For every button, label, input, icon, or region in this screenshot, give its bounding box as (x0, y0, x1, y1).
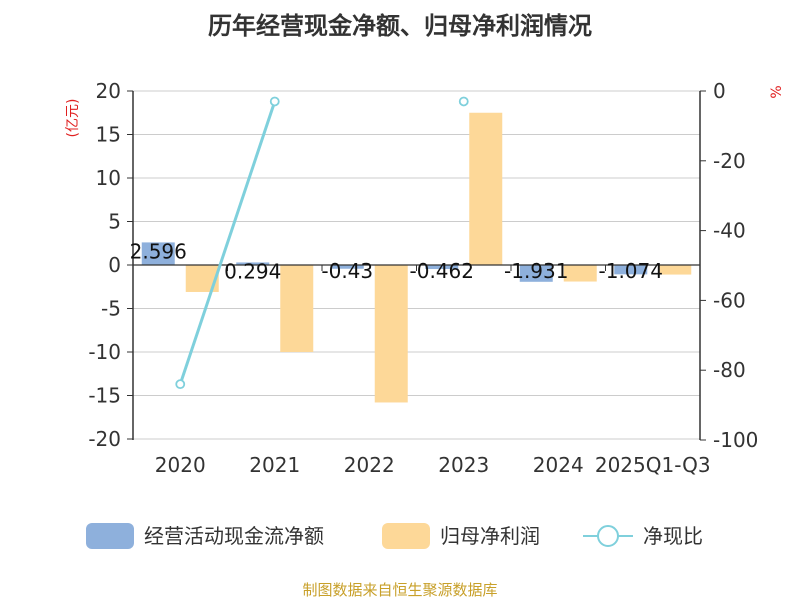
cash-flow-bar (236, 262, 270, 265)
ratio-point (458, 96, 469, 107)
left-tick-label: 15 (96, 123, 121, 147)
left-tick-label: -20 (88, 427, 121, 451)
legend-marker (597, 525, 619, 547)
net-profit-bar (374, 265, 408, 403)
right-tick-label: -40 (713, 219, 746, 243)
cash-flow-bar (425, 265, 459, 270)
right-tick-label: -100 (713, 428, 758, 452)
source-note: 制图数据来自恒生聚源数据库 (302, 581, 497, 599)
legend: 经营活动现金流净额 归母净利润 净现比 (86, 523, 703, 549)
right-tick-label: -80 (713, 358, 746, 382)
left-tick-label: 10 (96, 166, 121, 190)
right-tick-label: -20 (713, 149, 746, 173)
right-tick-label: 0 (713, 79, 726, 103)
left-tick-label: 5 (108, 210, 121, 234)
legend-swatch (86, 523, 134, 549)
legend-swatch (382, 523, 430, 549)
net-profit-bar (469, 112, 503, 265)
ratio-line (175, 96, 469, 390)
left-tick-label: -10 (88, 340, 121, 364)
cash-flow-label: 2.596 (130, 239, 187, 263)
cash-flow-label: -1.074 (599, 259, 663, 283)
axes: 20 15 10 5 0 -5 -10 -15 -20 0 -20 -40 -60 -80 -100 2020… (88, 79, 758, 477)
cash-flow-label: -1.931 (504, 259, 568, 283)
cash-flow-label: 0.294 (224, 259, 281, 283)
cash-flow-label: -0.462 (410, 259, 474, 283)
x-tick-label: 2021 (249, 453, 300, 477)
x-tick-label: 2023 (438, 453, 489, 477)
right-tick-label: -60 (713, 288, 746, 312)
x-tick-label: 2022 (344, 453, 395, 477)
legend-label: 净现比 (643, 524, 703, 548)
left-tick-label: -15 (88, 384, 121, 408)
ratio-point (175, 379, 186, 390)
gridlines (133, 90, 700, 440)
cash-flow-bar (330, 265, 364, 269)
x-tick-label: 2020 (155, 453, 206, 477)
cash-flow-label: -0.43 (321, 259, 373, 283)
left-tick-label: 20 (96, 79, 121, 103)
chart-title: 历年经营现金净额、归母净利润情况 (208, 12, 592, 40)
legend-label: 经营活动现金流净额 (144, 524, 324, 548)
net-profit-bar (658, 265, 692, 275)
ratio-point (269, 96, 280, 107)
x-tick-label: 2024 (533, 453, 584, 477)
cash-flow-bar (141, 242, 175, 265)
cash-flow-bar (614, 265, 648, 275)
right-axis-unit: % (769, 85, 785, 98)
left-tick-label: 0 (108, 253, 121, 277)
left-axis-unit: (亿元) (65, 99, 81, 138)
legend-label: 归母净利润 (440, 524, 540, 548)
net-profit-bar (280, 265, 314, 352)
data-labels: 2.596 0.294 -0.43 -0.462 -1.931 -1.074 (130, 239, 663, 283)
ratio-line-segment (178, 100, 277, 385)
bars (141, 112, 692, 403)
net-profit-bar (563, 265, 597, 282)
left-tick-label: -5 (101, 297, 121, 321)
cash-flow-bar (519, 265, 553, 282)
x-tick-label: 2025Q1-Q3 (595, 453, 711, 477)
